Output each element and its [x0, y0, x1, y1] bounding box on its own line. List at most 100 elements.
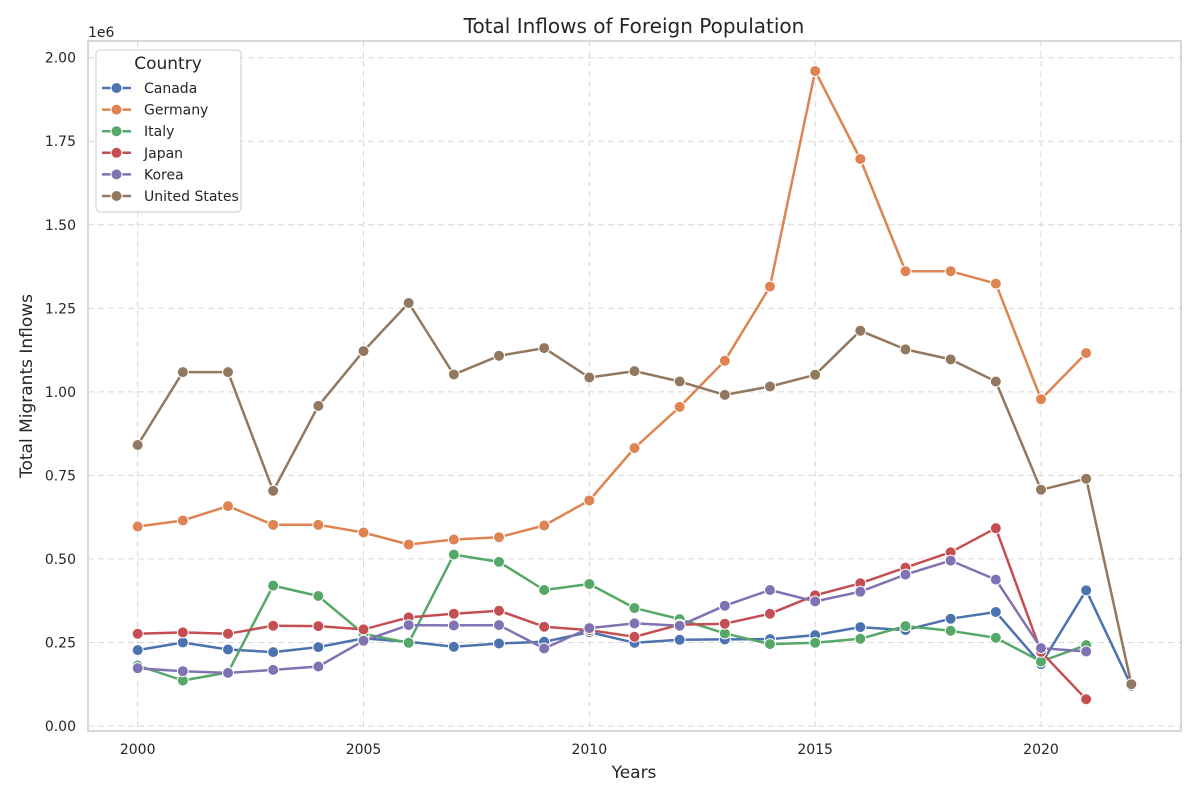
data-point-united-states: [131, 438, 144, 451]
data-point-united-states: [673, 375, 686, 388]
data-point-japan: [447, 607, 460, 620]
data-point-united-states: [809, 368, 822, 381]
data-point-japan: [538, 620, 551, 633]
data-point-germany: [267, 518, 280, 531]
data-point-united-states: [267, 484, 280, 497]
data-point-italy: [854, 632, 867, 645]
data-point-korea: [131, 662, 144, 675]
data-point-germany: [673, 400, 686, 413]
y-tick-label: 1.00: [45, 385, 76, 401]
data-point-italy: [944, 624, 957, 637]
data-point-united-states: [447, 368, 460, 381]
data-point-japan: [1080, 693, 1093, 706]
data-point-germany: [1034, 393, 1047, 406]
data-point-korea: [899, 568, 912, 581]
data-point-italy: [809, 636, 822, 649]
data-point-united-states: [222, 366, 235, 379]
series-japan: [131, 522, 1093, 706]
data-point-canada: [312, 641, 325, 654]
data-point-korea: [673, 619, 686, 632]
data-point-united-states: [628, 365, 641, 378]
data-point-canada: [854, 621, 867, 634]
x-tick-label: 2015: [797, 742, 833, 758]
data-point-germany: [447, 533, 460, 546]
data-point-germany: [628, 441, 641, 454]
data-point-germany: [1080, 347, 1093, 360]
data-point-korea: [989, 573, 1002, 586]
y-axis-label: Total Migrants Inflows: [17, 294, 37, 479]
legend-items: Canada Germany Italy Japan Korea United State…: [102, 81, 239, 205]
data-point-korea: [402, 619, 415, 632]
data-point-united-states: [402, 296, 415, 309]
data-point-korea: [944, 554, 957, 567]
data-point-japan: [131, 627, 144, 640]
data-point-canada: [673, 633, 686, 646]
plot-frame: [87, 40, 1182, 732]
data-point-germany: [357, 526, 370, 539]
series-line-germany: [137, 69, 1088, 546]
data-point-japan: [989, 522, 1002, 535]
x-tick-label: 2010: [572, 742, 608, 758]
data-point-germany: [493, 531, 506, 544]
data-point-korea: [583, 622, 596, 635]
data-point-italy: [989, 631, 1002, 644]
legend-box: [95, 49, 242, 213]
data-point-germany: [854, 152, 867, 165]
y-tick-label: 0.50: [45, 552, 76, 568]
data-point-japan: [493, 604, 506, 617]
chart-title: Total Inflows of Foreign Population: [463, 14, 805, 38]
data-point-canada: [493, 637, 506, 650]
x-tick-label: 2005: [346, 742, 382, 758]
legend-label: Italy: [144, 124, 174, 140]
data-point-italy: [493, 555, 506, 568]
data-point-united-states: [538, 342, 551, 355]
series-united-states: [131, 296, 1138, 691]
x-axis-ticks: 2000 2005 2010 2015 2020: [120, 742, 1059, 758]
data-point-united-states: [176, 366, 189, 379]
data-point-united-states: [583, 371, 596, 384]
y-axis-offset-label: 1e6: [88, 25, 115, 41]
data-point-italy: [402, 636, 415, 649]
y-tick-label: 1.50: [45, 218, 76, 234]
data-point-italy: [583, 577, 596, 590]
data-point-germany: [538, 519, 551, 532]
legend-swatch-marker: [110, 168, 123, 181]
data-point-italy: [899, 620, 912, 633]
x-tick-label: 2000: [120, 742, 156, 758]
series-line-korea: [137, 559, 1087, 675]
legend-label: Japan: [143, 146, 183, 162]
data-point-korea: [718, 599, 731, 612]
data-point-korea: [1034, 642, 1047, 655]
data-point-canada: [1080, 584, 1093, 597]
y-tick-label: 2.00: [45, 51, 76, 67]
series-germany: [131, 65, 1093, 551]
y-tick-label: 1.25: [45, 301, 76, 317]
data-point-italy: [628, 602, 641, 615]
legend: Country Canada Germany Italy Japan Korea Unit…: [95, 49, 242, 213]
data-point-italy: [447, 548, 460, 561]
data-point-united-states: [357, 345, 370, 358]
data-point-united-states: [854, 324, 867, 337]
y-tick-label: 1.75: [45, 134, 76, 150]
data-point-korea: [222, 666, 235, 679]
legend-label: United States: [144, 189, 239, 205]
data-point-germany: [131, 520, 144, 533]
data-point-germany: [944, 265, 957, 278]
data-point-korea: [447, 619, 460, 632]
legend-label: Korea: [144, 167, 184, 183]
data-point-korea: [538, 642, 551, 655]
legend-item-italy: Italy: [102, 124, 174, 140]
data-point-germany: [763, 280, 776, 293]
legend-swatch-marker: [110, 103, 123, 116]
data-point-united-states: [763, 380, 776, 393]
data-point-united-states: [493, 349, 506, 362]
data-point-canada: [176, 636, 189, 649]
legend-item-germany: Germany: [102, 103, 208, 119]
data-point-korea: [357, 634, 370, 647]
data-point-united-states: [899, 343, 912, 356]
legend-item-canada: Canada: [102, 81, 197, 97]
data-point-korea: [854, 585, 867, 598]
data-point-canada: [944, 612, 957, 625]
data-point-germany: [402, 538, 415, 551]
